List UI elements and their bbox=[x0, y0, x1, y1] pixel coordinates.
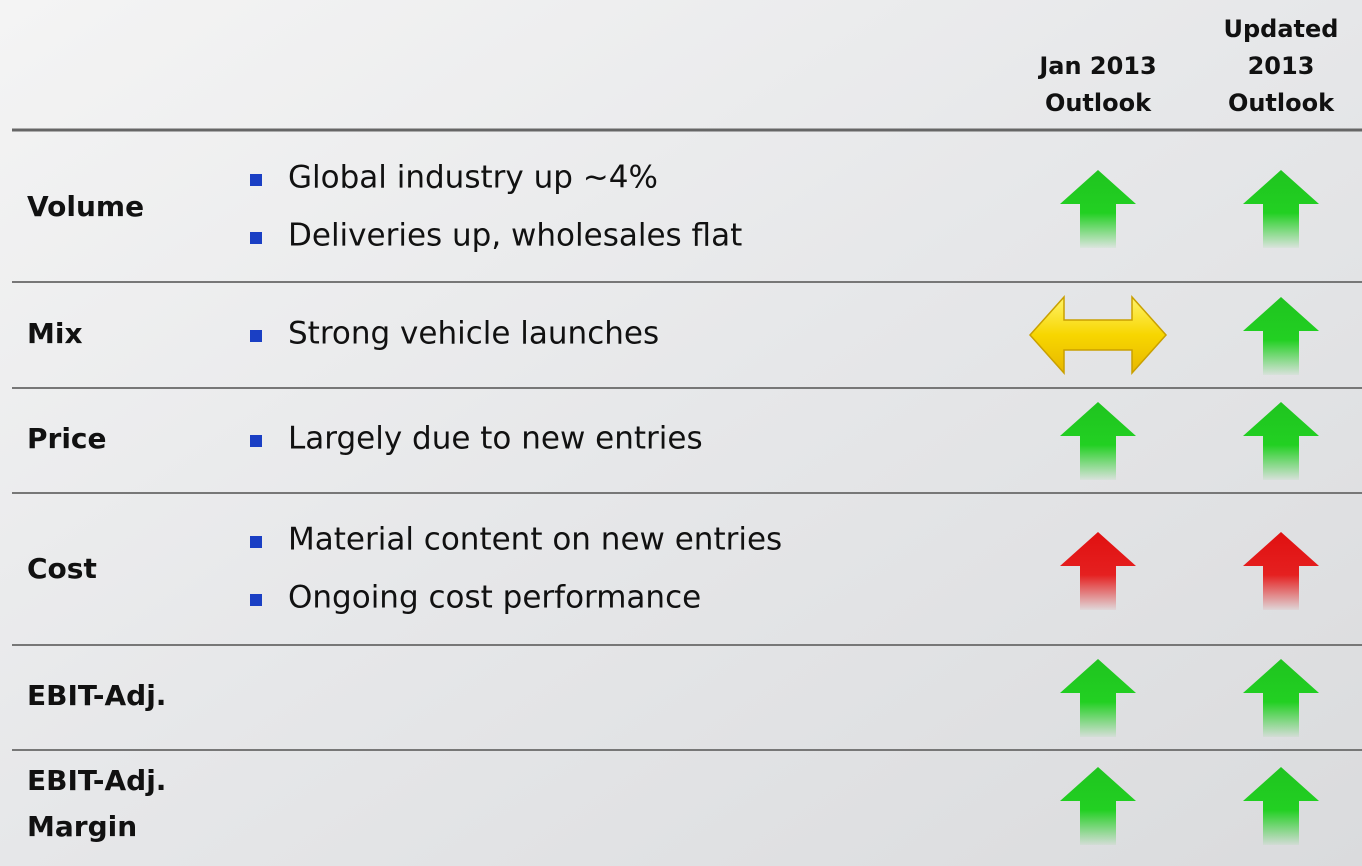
column-header: Jan 2013 bbox=[1037, 52, 1156, 80]
bullet-text: Ongoing cost performance bbox=[288, 580, 701, 616]
bullet-marker bbox=[250, 174, 262, 186]
bullet-marker bbox=[250, 435, 262, 447]
bullet-marker bbox=[250, 594, 262, 606]
outlook-arrow bbox=[1243, 659, 1319, 737]
outlook-arrow bbox=[1060, 402, 1136, 480]
outlook-arrow bbox=[1060, 659, 1136, 737]
row-label: EBIT-Adj. bbox=[27, 679, 166, 712]
outlook-arrow bbox=[1243, 767, 1319, 845]
outlook-arrow bbox=[1060, 170, 1136, 248]
row-label: Mix bbox=[27, 317, 83, 350]
outlook-arrow bbox=[1060, 532, 1136, 610]
row-label: Margin bbox=[27, 810, 137, 843]
outlook-arrow bbox=[1243, 170, 1319, 248]
row-label: Cost bbox=[27, 552, 97, 585]
outlook-arrow bbox=[1243, 532, 1319, 610]
column-header: Outlook bbox=[1045, 89, 1152, 117]
bullet-text: Deliveries up, wholesales flat bbox=[288, 218, 742, 254]
row-label: Price bbox=[27, 422, 107, 455]
outlook-arrow bbox=[1243, 402, 1319, 480]
bullet-text: Largely due to new entries bbox=[288, 421, 703, 457]
outlook-arrow bbox=[1028, 295, 1168, 375]
column-header: Updated bbox=[1224, 15, 1339, 43]
column-header: 2013 bbox=[1248, 52, 1315, 80]
bullet-text: Strong vehicle launches bbox=[288, 316, 659, 352]
column-header: Outlook bbox=[1228, 89, 1335, 117]
bullet-marker bbox=[250, 536, 262, 548]
bullet-text: Material content on new entries bbox=[288, 522, 782, 558]
row-label: EBIT-Adj. bbox=[27, 764, 166, 797]
bullet-text: Global industry up ~4% bbox=[288, 160, 658, 196]
outlook-arrow bbox=[1060, 767, 1136, 845]
outlook-arrow bbox=[1243, 297, 1319, 375]
row-label: Volume bbox=[27, 190, 144, 223]
bullet-marker bbox=[250, 232, 262, 244]
bullet-marker bbox=[250, 330, 262, 342]
